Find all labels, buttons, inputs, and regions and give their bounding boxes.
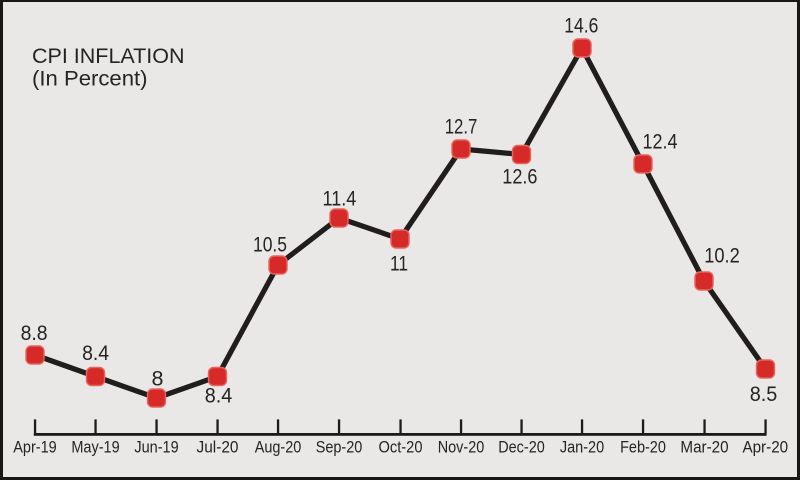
svg-text:Nov-20: Nov-20 [438, 439, 485, 457]
svg-text:8.8: 8.8 [21, 322, 48, 345]
svg-text:10.2: 10.2 [704, 245, 740, 268]
svg-text:Dec-20: Dec-20 [498, 439, 545, 457]
svg-text:10.5: 10.5 [253, 233, 287, 256]
svg-text:Aug-20: Aug-20 [255, 439, 302, 457]
svg-text:Mar-20: Mar-20 [680, 439, 728, 457]
svg-text:11.4: 11.4 [323, 188, 357, 211]
svg-text:12.6: 12.6 [502, 166, 537, 189]
svg-text:12.7: 12.7 [445, 116, 478, 139]
svg-text:CPI INFLATION: CPI INFLATION [32, 44, 184, 68]
svg-text:8.5: 8.5 [750, 383, 778, 406]
svg-text:Apr-20: Apr-20 [742, 439, 788, 457]
svg-text:12.4: 12.4 [643, 131, 678, 154]
svg-text:8.4: 8.4 [82, 342, 109, 365]
svg-text:(In Percent): (In Percent) [32, 67, 148, 91]
svg-text:14.6: 14.6 [564, 15, 598, 38]
svg-text:Apr-19: Apr-19 [13, 439, 57, 457]
svg-text:Jun-19: Jun-19 [134, 439, 178, 457]
svg-text:8.4: 8.4 [205, 384, 233, 407]
svg-text:11: 11 [390, 252, 408, 275]
svg-text:May-19: May-19 [71, 439, 119, 457]
svg-text:Oct-20: Oct-20 [379, 439, 423, 457]
svg-text:Sep-20: Sep-20 [316, 439, 363, 457]
svg-text:8: 8 [152, 368, 164, 391]
svg-text:Jan-20: Jan-20 [560, 439, 604, 457]
svg-text:Feb-20: Feb-20 [620, 439, 666, 457]
svg-text:Jul-20: Jul-20 [197, 439, 239, 457]
